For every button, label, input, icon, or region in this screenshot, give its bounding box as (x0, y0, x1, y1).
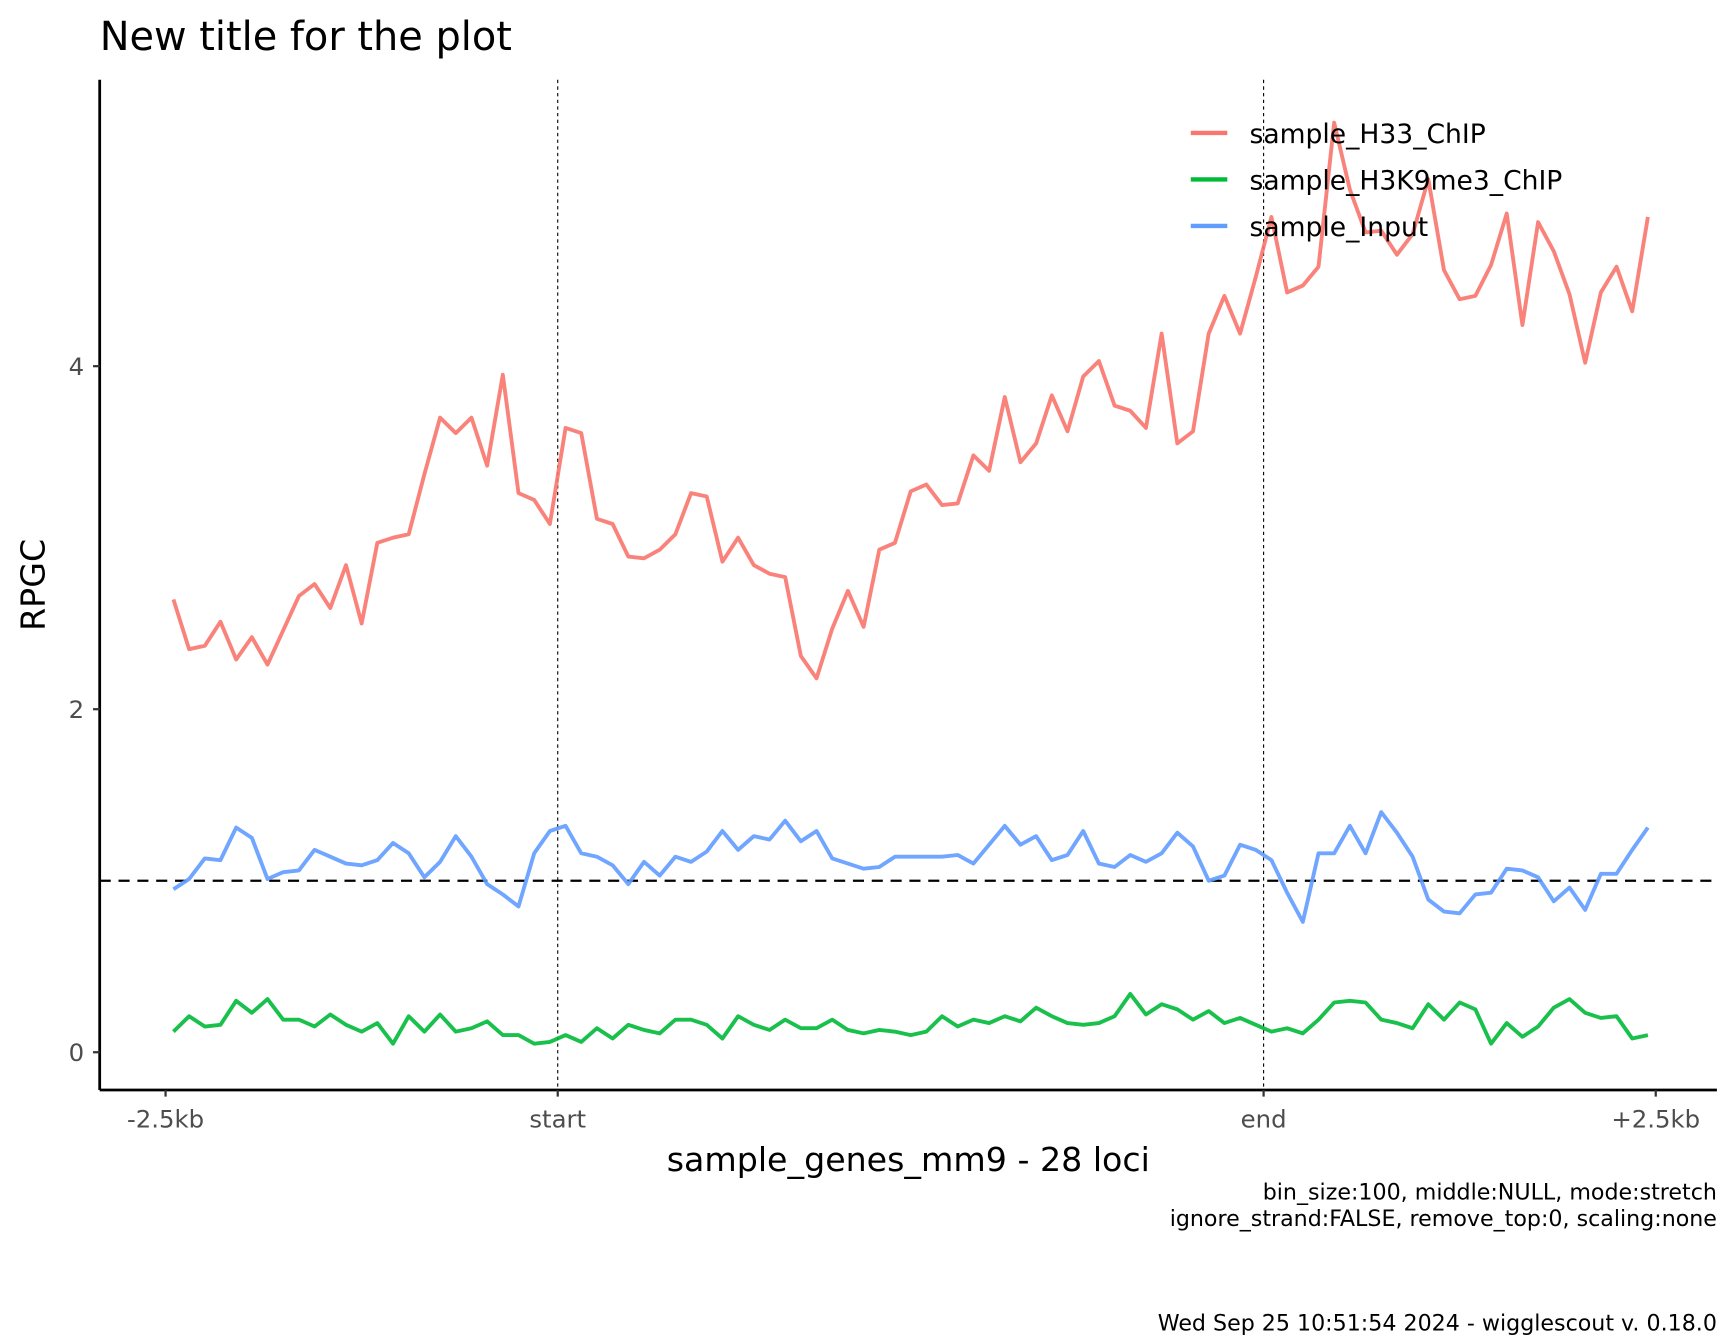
series-line (172, 991, 1649, 1046)
y-tick-label: 2 (69, 695, 85, 724)
x-tick-label: +2.5kb (1611, 1105, 1700, 1134)
chart-title: New title for the plot (100, 14, 512, 60)
legend-label: sample_Input (1249, 212, 1428, 243)
caption: ignore_strand:FALSE, remove_top:0, scali… (1170, 1206, 1717, 1232)
legend-label: sample_H33_ChIP (1249, 119, 1485, 150)
caption: bin_size:100, middle:NULL, mode:stretch (1263, 1180, 1717, 1206)
y-tick-label: 0 (69, 1038, 85, 1067)
y-axis-label: RPGC (13, 539, 52, 631)
legend-label: sample_H3K9me3_ChIP (1249, 165, 1562, 196)
series-line (172, 810, 1650, 924)
x-tick-label: start (529, 1105, 586, 1134)
series-line (171, 120, 1650, 681)
footer: Wed Sep 25 10:51:54 2024 - wigglescout v… (1158, 1310, 1717, 1336)
x-axis-label: sample_genes_mm9 - 28 loci (667, 1140, 1150, 1179)
x-tick-label: -2.5kb (127, 1105, 204, 1134)
x-tick-label: end (1241, 1105, 1287, 1134)
y-tick-label: 4 (69, 352, 85, 381)
